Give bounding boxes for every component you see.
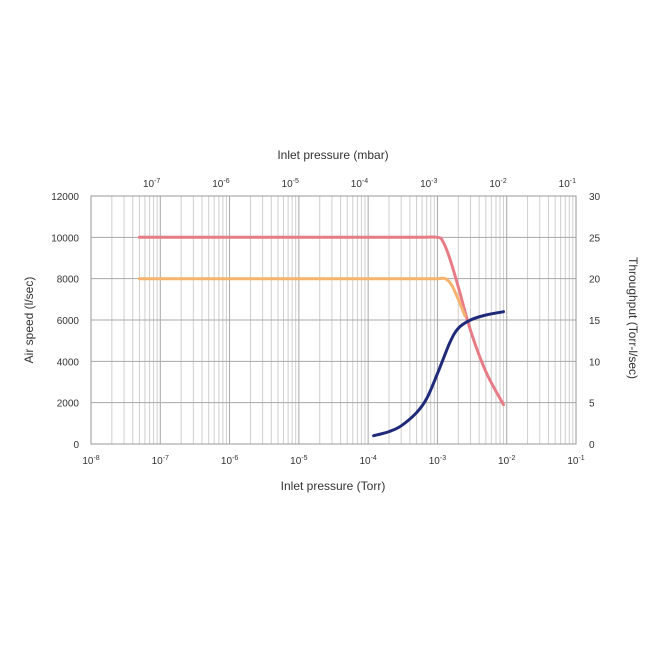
x2-tick-label: 10-6 <box>212 178 229 190</box>
y2-tick-label: 25 <box>589 233 601 244</box>
grid <box>91 195 576 445</box>
y-tick-label: 8000 <box>57 275 80 286</box>
x-tick-label: 10-5 <box>290 455 307 467</box>
x2-tick-label: 10-2 <box>489 178 506 190</box>
plot-frame <box>90 195 577 445</box>
y-tick-label: 4000 <box>57 357 80 368</box>
x-tick-label: 10-3 <box>429 455 446 467</box>
x-tick-label: 10-7 <box>152 455 169 467</box>
x-tick-label: 10-1 <box>567 455 584 467</box>
x-tick-label: 10-2 <box>498 455 515 467</box>
x-axis-title: Inlet pressure (Torr) <box>281 479 386 493</box>
x2-axis-title: Inlet pressure (mbar) <box>277 148 388 162</box>
y2-axis-title: Throughput (Torr-l/sec) <box>626 257 640 379</box>
series-line-2 <box>137 276 467 318</box>
y-tick-label: 2000 <box>57 399 80 410</box>
y2-tick-label: 5 <box>589 399 595 410</box>
x-tick-label: 10-6 <box>221 455 238 467</box>
y2-tick-label: 30 <box>589 192 601 203</box>
y-axis-title: Air speed (l/sec) <box>22 277 36 364</box>
x2-tick-label: 10-1 <box>559 178 576 190</box>
series-line-1 <box>137 235 505 407</box>
x2-tick-label: 10-5 <box>282 178 299 190</box>
y2-tick-label: 0 <box>589 440 595 451</box>
y2-tick-label: 20 <box>589 275 601 286</box>
x-tick-label: 10-4 <box>359 455 376 467</box>
y-tick-label: 0 <box>73 440 79 451</box>
y2-tick-label: 10 <box>589 357 601 368</box>
series-line-3 <box>372 310 505 438</box>
y-tick-label: 10000 <box>51 233 79 244</box>
series-layer <box>137 235 505 438</box>
x2-tick-label: 10-3 <box>420 178 437 190</box>
y-tick-label: 12000 <box>51 192 79 203</box>
x2-tick-label: 10-7 <box>143 178 160 190</box>
x2-tick-label: 10-4 <box>351 178 368 190</box>
tick-labels: 10-8 10-7 10-6 10-5 10-4 10-3 10-2 10-1 10-7 10-6… <box>51 178 600 467</box>
x-tick-label: 10-8 <box>82 455 99 467</box>
y-tick-label: 6000 <box>57 316 80 327</box>
y2-tick-label: 15 <box>589 316 601 327</box>
